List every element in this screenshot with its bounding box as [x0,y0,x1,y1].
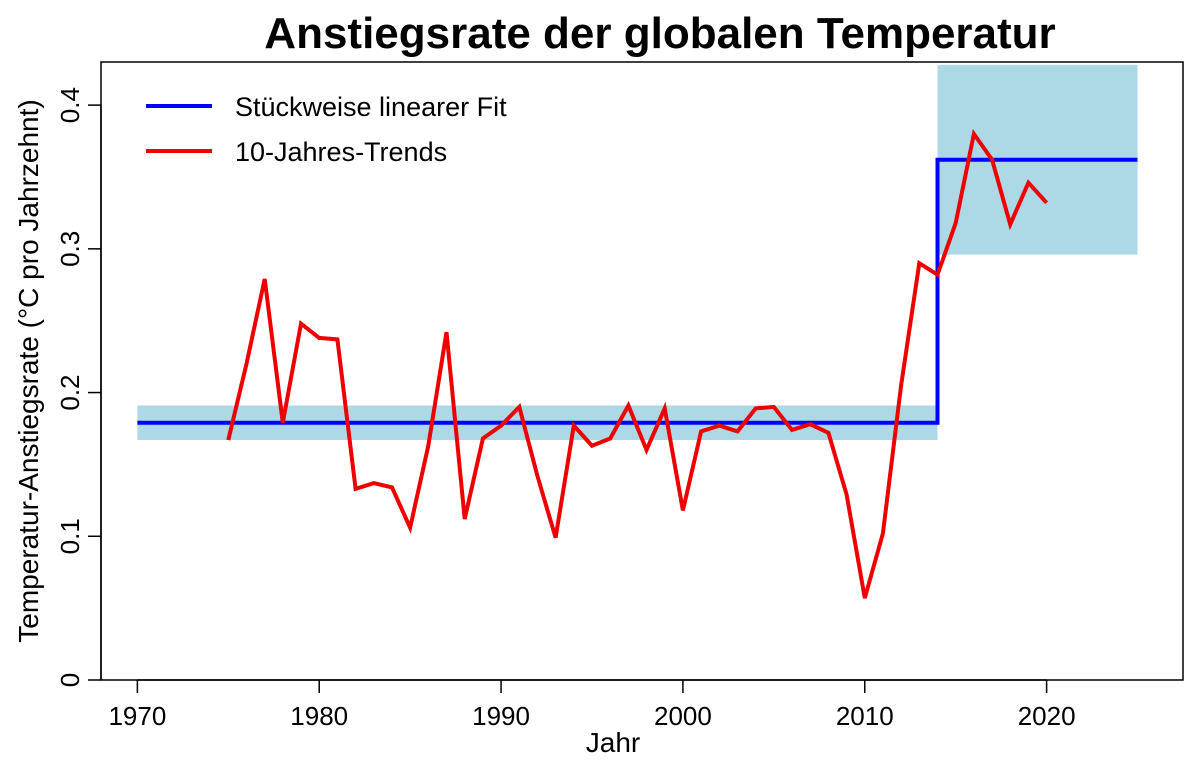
y-tick-label: 0.3 [55,231,85,267]
x-tick-label: 1970 [108,701,166,731]
piecewise-fit-line [137,157,1138,425]
x-tick-label: 2010 [836,701,894,731]
y-tick-label: 0 [55,673,85,687]
y-axis-label: Temperatur-Anstiegsrate (°C pro Jahrzehn… [13,99,44,642]
x-axis: 1970 1980 1990 2000 2010 2020 [108,679,1076,731]
x-tick-label: 2020 [1018,701,1076,731]
legend-label-fit: Stückweise linearer Fit [235,92,507,122]
series-lines [137,128,1138,599]
x-tick-label: 2000 [654,701,712,731]
x-axis-label: Jahr [586,727,640,758]
legend: Stückweise linearer Fit 10-Jahres-Trends [146,92,507,167]
x-tick-label: 1980 [290,701,348,731]
y-tick-label: 0.1 [55,518,85,554]
legend-label-trends: 10-Jahres-Trends [235,137,447,167]
y-axis: 0 0.1 0.2 0.3 0.4 [55,87,102,687]
x-tick-label: 1990 [472,701,530,731]
chart-title: Anstiegsrate der globalen Temperatur [264,9,1055,58]
y-tick-label: 0.2 [55,374,85,410]
y-tick-label: 0.4 [55,87,85,123]
ten-year-trend-line [226,128,1049,599]
